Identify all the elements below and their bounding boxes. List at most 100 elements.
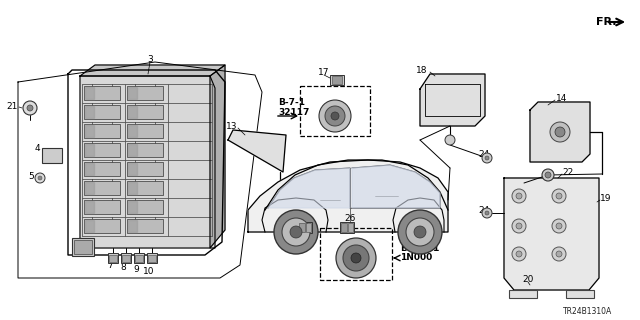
Text: 21: 21	[6, 101, 18, 110]
Polygon shape	[85, 201, 94, 213]
Circle shape	[23, 101, 37, 115]
Text: 14: 14	[556, 93, 568, 102]
Polygon shape	[85, 144, 94, 156]
Text: 10: 10	[143, 268, 155, 276]
Bar	[135, 255, 143, 262]
Text: 9: 9	[133, 266, 139, 275]
Circle shape	[406, 218, 434, 246]
Circle shape	[516, 251, 522, 257]
Polygon shape	[85, 182, 94, 194]
Circle shape	[325, 106, 345, 126]
Circle shape	[343, 245, 369, 271]
Bar	[74, 240, 92, 254]
Text: 1N000: 1N000	[400, 253, 432, 262]
Polygon shape	[268, 168, 350, 208]
Text: 5: 5	[28, 172, 34, 180]
Polygon shape	[85, 87, 94, 99]
Bar	[330, 75, 344, 85]
Circle shape	[512, 189, 526, 203]
Circle shape	[550, 122, 570, 142]
Text: 26: 26	[344, 213, 355, 222]
Bar	[84, 219, 120, 233]
Bar	[84, 181, 120, 195]
Bar	[340, 222, 354, 233]
Bar	[127, 181, 163, 195]
Circle shape	[516, 223, 522, 229]
Bar	[72, 238, 94, 256]
Circle shape	[556, 223, 562, 229]
Circle shape	[542, 169, 554, 181]
Text: 8: 8	[120, 263, 126, 273]
Text: 17: 17	[318, 68, 330, 76]
Bar	[348, 223, 353, 232]
Circle shape	[482, 153, 492, 163]
Polygon shape	[128, 144, 137, 156]
Circle shape	[35, 173, 45, 183]
Bar	[84, 124, 120, 138]
Text: 22: 22	[562, 167, 573, 177]
Polygon shape	[210, 65, 225, 248]
Bar	[109, 255, 117, 262]
Text: 24: 24	[479, 205, 490, 214]
Bar	[148, 255, 156, 262]
Polygon shape	[85, 106, 94, 118]
Bar	[147, 253, 157, 263]
Bar	[127, 143, 163, 157]
Text: 19: 19	[600, 194, 611, 203]
Polygon shape	[228, 130, 286, 172]
Bar	[127, 200, 163, 214]
Bar	[320, 228, 392, 280]
Bar	[127, 219, 163, 233]
Bar	[299, 223, 305, 232]
Text: 32117: 32117	[278, 108, 309, 116]
Text: 20: 20	[522, 276, 534, 284]
Circle shape	[414, 226, 426, 238]
Circle shape	[512, 219, 526, 233]
Polygon shape	[85, 163, 94, 175]
Bar	[84, 86, 120, 100]
Polygon shape	[504, 178, 599, 290]
Bar	[127, 124, 163, 138]
Bar	[341, 223, 347, 232]
Bar	[332, 76, 342, 84]
Polygon shape	[420, 74, 485, 126]
Text: 13: 13	[227, 122, 237, 131]
Circle shape	[552, 247, 566, 261]
Bar	[84, 162, 120, 176]
Bar	[84, 200, 120, 214]
Circle shape	[482, 208, 492, 218]
Circle shape	[545, 172, 551, 178]
Bar	[84, 143, 120, 157]
Bar	[121, 253, 131, 263]
Bar	[509, 290, 537, 298]
Circle shape	[282, 218, 310, 246]
Bar	[127, 105, 163, 119]
Circle shape	[27, 105, 33, 111]
Text: B-7-1: B-7-1	[278, 98, 305, 107]
Bar	[84, 105, 120, 119]
Circle shape	[552, 219, 566, 233]
Bar	[127, 162, 163, 176]
Polygon shape	[85, 220, 94, 232]
Circle shape	[516, 193, 522, 199]
Circle shape	[331, 112, 339, 120]
Text: FR.: FR.	[596, 17, 616, 27]
Circle shape	[556, 193, 562, 199]
Bar	[42, 148, 62, 163]
Circle shape	[274, 210, 318, 254]
Circle shape	[512, 247, 526, 261]
Polygon shape	[530, 102, 590, 162]
Polygon shape	[352, 165, 440, 208]
Polygon shape	[80, 76, 215, 248]
Bar	[300, 86, 370, 136]
Text: 7: 7	[107, 260, 113, 269]
Circle shape	[552, 189, 566, 203]
Polygon shape	[128, 87, 137, 99]
Circle shape	[290, 226, 302, 238]
Polygon shape	[85, 125, 94, 137]
Text: 18: 18	[416, 66, 428, 75]
Polygon shape	[128, 220, 137, 232]
Circle shape	[38, 176, 42, 180]
Circle shape	[319, 100, 351, 132]
Bar	[298, 222, 312, 233]
